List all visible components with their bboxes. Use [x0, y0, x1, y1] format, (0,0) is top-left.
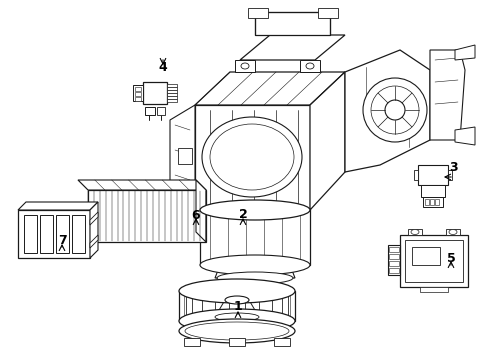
Bar: [135, 87, 141, 90]
Bar: [145, 107, 155, 115]
Text: 5: 5: [446, 252, 455, 265]
Ellipse shape: [306, 63, 314, 69]
Polygon shape: [255, 12, 330, 35]
Ellipse shape: [185, 322, 289, 340]
Ellipse shape: [371, 86, 419, 134]
Ellipse shape: [363, 78, 427, 142]
Ellipse shape: [179, 309, 295, 333]
Text: 4: 4: [159, 60, 168, 73]
Ellipse shape: [210, 124, 294, 190]
Bar: [235, 60, 255, 72]
Bar: [446, 229, 460, 235]
Ellipse shape: [385, 100, 405, 120]
Bar: [318, 8, 338, 18]
Bar: [421, 185, 445, 197]
Ellipse shape: [217, 272, 293, 284]
Bar: [167, 99, 177, 102]
Polygon shape: [195, 72, 345, 105]
Ellipse shape: [200, 200, 310, 220]
Ellipse shape: [225, 296, 249, 304]
Polygon shape: [430, 50, 465, 140]
Bar: [405, 240, 463, 282]
Bar: [167, 87, 177, 90]
Bar: [389, 261, 399, 266]
Text: 3: 3: [450, 161, 458, 174]
Text: 7: 7: [58, 234, 66, 247]
Polygon shape: [310, 72, 345, 210]
Ellipse shape: [411, 230, 419, 234]
Bar: [448, 170, 452, 180]
Polygon shape: [345, 50, 430, 172]
Ellipse shape: [200, 255, 310, 275]
Bar: [135, 92, 141, 95]
Polygon shape: [90, 212, 98, 225]
Polygon shape: [195, 105, 310, 210]
Ellipse shape: [241, 63, 249, 69]
Bar: [414, 170, 418, 180]
Bar: [412, 247, 440, 265]
Bar: [157, 107, 165, 115]
Polygon shape: [78, 180, 206, 190]
Polygon shape: [455, 127, 475, 145]
Polygon shape: [90, 235, 98, 248]
Bar: [56, 215, 69, 253]
Bar: [248, 8, 268, 18]
Ellipse shape: [179, 279, 295, 303]
Bar: [300, 60, 320, 72]
Bar: [423, 197, 443, 207]
Bar: [418, 165, 448, 185]
Bar: [229, 338, 245, 346]
Text: 1: 1: [234, 301, 243, 314]
Bar: [24, 215, 37, 253]
Polygon shape: [200, 210, 310, 265]
Polygon shape: [215, 265, 295, 278]
Text: 6: 6: [192, 208, 200, 221]
Bar: [135, 97, 141, 100]
Polygon shape: [170, 105, 195, 210]
Bar: [389, 247, 399, 252]
Bar: [72, 215, 85, 253]
Polygon shape: [18, 202, 98, 210]
Bar: [167, 90, 177, 93]
Ellipse shape: [215, 313, 259, 321]
Bar: [167, 93, 177, 95]
Bar: [40, 215, 53, 253]
Bar: [400, 235, 468, 287]
Bar: [167, 84, 177, 86]
Bar: [425, 199, 429, 205]
Bar: [167, 96, 177, 99]
Ellipse shape: [449, 230, 457, 234]
Polygon shape: [88, 190, 206, 242]
Polygon shape: [455, 45, 475, 60]
Bar: [389, 268, 399, 273]
Ellipse shape: [179, 319, 295, 343]
Bar: [178, 148, 192, 164]
Bar: [274, 338, 290, 346]
Text: 2: 2: [239, 207, 247, 220]
Bar: [435, 199, 439, 205]
Bar: [184, 338, 200, 346]
Bar: [408, 229, 422, 235]
Bar: [389, 254, 399, 259]
Polygon shape: [18, 210, 90, 258]
Polygon shape: [240, 35, 345, 60]
Bar: [430, 199, 434, 205]
Bar: [388, 245, 400, 275]
Bar: [420, 287, 448, 292]
Bar: [133, 85, 143, 101]
Polygon shape: [90, 202, 98, 258]
Ellipse shape: [202, 117, 302, 197]
Polygon shape: [196, 180, 206, 242]
Polygon shape: [143, 82, 167, 104]
